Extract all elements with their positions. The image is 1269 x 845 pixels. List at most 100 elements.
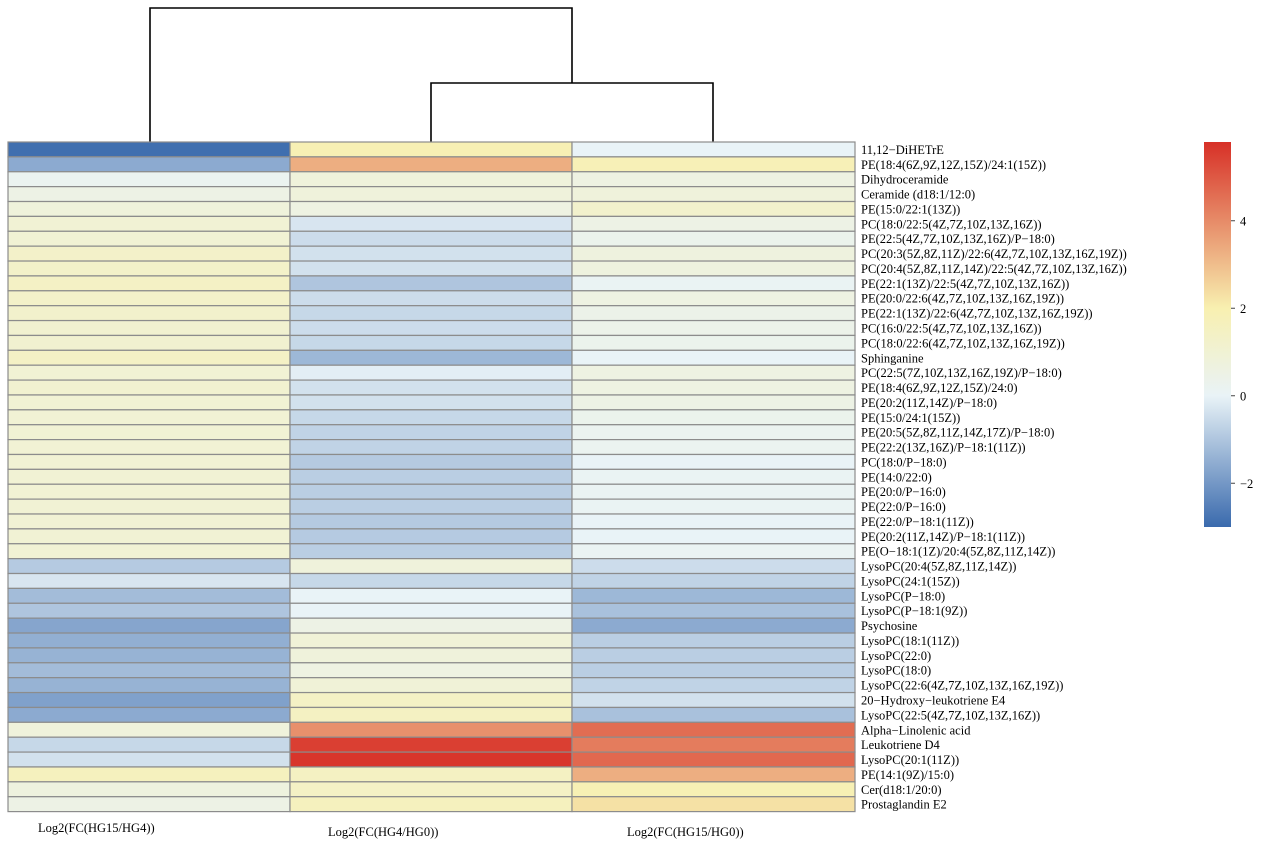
heatmap-cell [571, 290, 856, 307]
row-label: 11,12−DiHETrE [861, 143, 944, 157]
heatmap-cell [7, 260, 291, 277]
heatmap-cell [7, 721, 291, 738]
row-label: PE(14:1(9Z)/15:0) [861, 768, 954, 782]
heatmap-cell [571, 468, 856, 485]
row-label: Prostaglandin E2 [861, 798, 947, 812]
row-label: PC(18:0/22:6(4Z,7Z,10Z,13Z,16Z,19Z)) [861, 336, 1065, 350]
heatmap-cell [571, 364, 856, 381]
heatmap-cell [289, 409, 573, 426]
heatmap-cell [571, 587, 856, 604]
row-label: LysoPC(18:0) [861, 664, 931, 678]
heatmap-cell [7, 453, 291, 470]
heatmap-cell [7, 141, 291, 158]
heatmap-cell [571, 632, 856, 649]
heatmap-cell [289, 334, 573, 351]
row-label: PE(22:0/P−16:0) [861, 500, 946, 514]
row-label: LysoPC(22:5(4Z,7Z,10Z,13Z,16Z)) [861, 708, 1040, 722]
heatmap-cell [289, 662, 573, 679]
heatmap-cell [571, 200, 856, 218]
heatmap-cell [571, 260, 856, 277]
heatmap-cell [289, 587, 573, 604]
heatmap-cell [571, 602, 856, 619]
heatmap-cell [571, 215, 856, 232]
heatmap-cell [289, 260, 573, 277]
heatmap-cell [289, 706, 573, 723]
row-label: PE(18:4(6Z,9Z,12Z,15Z)/24:0) [861, 381, 1018, 395]
row-label: LysoPC(P−18:1(9Z)) [861, 604, 967, 618]
heatmap-cell [289, 200, 573, 218]
heatmap-cell [571, 230, 856, 247]
row-label: Sphinganine [861, 351, 924, 365]
heatmap-cell [7, 691, 291, 709]
heatmap-cell [289, 230, 573, 247]
heatmap-cell [289, 156, 573, 173]
heatmap-cell [289, 543, 573, 560]
heatmap-cell [289, 290, 573, 307]
heatmap-cell [571, 572, 856, 590]
column-labels: Log2(FC(HG15/HG4)) Log2(FC(HG4/HG0)) Log2(… [38, 821, 744, 839]
heatmap-cell [571, 186, 856, 203]
row-label: PE(22:0/P−18:1(11Z)) [861, 515, 974, 529]
row-label: PE(15:0/22:1(13Z)) [861, 202, 960, 216]
heatmap-cell [571, 736, 856, 753]
heatmap-cell [289, 781, 573, 798]
row-label: PC(20:3(5Z,8Z,11Z)/22:6(4Z,7Z,10Z,13Z,16… [861, 247, 1127, 261]
heatmap-cell [7, 736, 291, 753]
row-label: LysoPC(20:4(5Z,8Z,11Z,14Z)) [861, 560, 1016, 574]
heatmap-cell [289, 379, 573, 396]
row-label: 20−Hydroxy−leukotriene E4 [861, 694, 1006, 708]
row-label: PC(18:0/P−18:0) [861, 455, 947, 469]
color-scale-tick-label: 4 [1240, 214, 1247, 228]
row-label: PC(22:5(7Z,10Z,13Z,16Z,19Z)/P−18:0) [861, 366, 1062, 380]
row-label: PE(22:1(13Z)/22:6(4Z,7Z,10Z,13Z,16Z,19Z)… [861, 307, 1093, 321]
row-label: PE(20:5(5Z,8Z,11Z,14Z,17Z)/P−18:0) [861, 426, 1054, 440]
heatmap-cell [7, 662, 291, 679]
heatmap-cell [7, 230, 291, 247]
row-label: PE(22:2(13Z,16Z)/P−18:1(11Z)) [861, 441, 1026, 455]
row-label: LysoPC(18:1(11Z)) [861, 634, 959, 648]
heatmap-cell [289, 275, 573, 292]
heatmap-cell [289, 394, 573, 411]
row-label: PE(14:0/22:0) [861, 470, 932, 484]
heatmap-cell [7, 171, 291, 188]
row-label: LysoPC(22:0) [861, 649, 931, 663]
heatmap-cell [7, 513, 291, 530]
dendrogram-branch [149, 7, 573, 142]
heatmap-cell [289, 215, 573, 232]
row-label: PE(20:0/P−16:0) [861, 485, 946, 499]
row-label: PC(20:4(5Z,8Z,11Z,14Z)/22:5(4Z,7Z,10Z,13… [861, 262, 1127, 276]
heatmap-cell [7, 647, 291, 664]
row-label: PE(20:0/22:6(4Z,7Z,10Z,13Z,16Z,19Z)) [861, 292, 1064, 306]
heatmap-cells [7, 141, 856, 813]
column-dendrogram [149, 7, 714, 142]
column-label: Log2(FC(HG15/HG4)) [38, 821, 155, 835]
heatmap-cell [571, 379, 856, 396]
heatmap-cell [7, 468, 291, 485]
heatmap-cell [289, 751, 573, 768]
heatmap-cell [571, 558, 856, 575]
heatmap-cell [289, 691, 573, 709]
heatmap-cell [7, 349, 291, 366]
heatmap-cell [571, 394, 856, 411]
heatmap-cell [289, 305, 573, 322]
heatmap-cell [571, 141, 856, 158]
heatmap-cell [571, 334, 856, 351]
heatmap-cell [289, 245, 573, 262]
row-label: PE(22:1(13Z)/22:5(4Z,7Z,10Z,13Z,16Z)) [861, 277, 1069, 291]
heatmap-cell [571, 617, 856, 634]
heatmap-cell [7, 796, 291, 813]
heatmap-cell [289, 319, 573, 337]
row-label: LysoPC(24:1(15Z)) [861, 574, 960, 588]
heatmap-cell [289, 796, 573, 813]
color-scale-legend: −2 0 2 4 [1204, 142, 1253, 527]
heatmap-cell [289, 498, 573, 515]
heatmap-cell [7, 528, 291, 545]
row-label: PE(22:5(4Z,7Z,10Z,13Z,16Z)/P−18:0) [861, 232, 1055, 246]
heatmap-cell [7, 498, 291, 515]
heatmap-cell [7, 587, 291, 604]
heatmap-cell [571, 275, 856, 292]
heatmap-cell [289, 364, 573, 381]
heatmap-cell [571, 513, 856, 530]
heatmap-cell [7, 766, 291, 783]
